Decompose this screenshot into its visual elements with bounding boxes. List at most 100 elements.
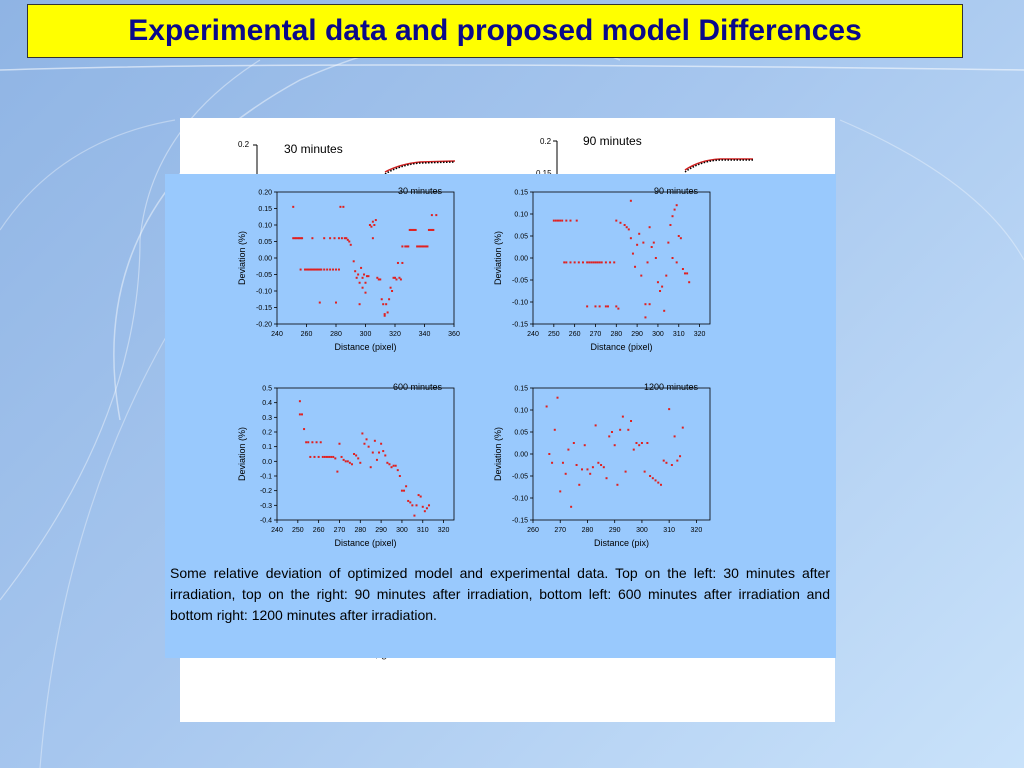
y-tick-label: 0.10 (258, 223, 272, 230)
data-point (311, 237, 314, 240)
data-point (644, 316, 647, 319)
chart-svg: 240 250 260 270 280 290 300 310 320 -0.15 -0.10 -0.… (493, 186, 711, 352)
data-point (350, 463, 353, 466)
data-point (364, 291, 367, 294)
y-tick-label: 0.5 (262, 386, 272, 393)
data-point (644, 303, 647, 306)
data-point (373, 439, 376, 442)
chart-title: 600 minutes (393, 382, 443, 392)
chart-30-minutes: 240 260 280 300 320 340 360 -0.20 -0.15 -0.10 -0.0… (235, 184, 465, 359)
data-point (596, 261, 599, 264)
data-point (385, 303, 388, 306)
data-point (572, 442, 575, 444)
data-point (688, 281, 691, 284)
chart-svg: 240 250 260 270 280 290 300 310 320 -0.4 -0.3 -0.2 -… (237, 382, 455, 548)
data-point (661, 285, 664, 288)
data-point (357, 457, 360, 460)
x-tick-label: 340 (419, 331, 431, 338)
data-point (567, 448, 570, 451)
data-point (667, 241, 670, 244)
data-point (619, 428, 622, 431)
data-point (421, 505, 424, 508)
data-point (559, 219, 562, 222)
data-point (665, 274, 668, 277)
y-tick-label: -0.15 (512, 518, 528, 525)
y-tick-label: 0.0 (262, 459, 272, 466)
data-point (676, 459, 679, 462)
data-point (565, 261, 568, 264)
x-axis-label: Distance (pix) (594, 538, 649, 548)
data-point (594, 424, 597, 427)
x-axis-label: Distance (pixel) (334, 538, 396, 548)
x-tick-label: 290 (609, 527, 621, 534)
x-tick-label: 280 (582, 527, 594, 534)
data-point (673, 208, 676, 211)
y-tick-label: -0.2 (260, 488, 272, 495)
x-tick-label: 280 (610, 331, 622, 338)
y-tick-label: 0.05 (514, 234, 528, 241)
y-axis-label: Deviation (%) (493, 231, 503, 285)
data-point (311, 268, 314, 271)
data-point (344, 460, 347, 463)
data-point (358, 281, 361, 284)
data-point (292, 205, 295, 208)
data-point (602, 466, 605, 469)
data-point (640, 442, 643, 444)
data-point (428, 504, 431, 507)
data-point (308, 268, 311, 271)
data-point (401, 245, 404, 248)
data-point (419, 495, 422, 498)
data-point (414, 228, 417, 231)
data-point (298, 413, 301, 416)
data-point (328, 455, 331, 458)
plot-frame (276, 387, 455, 521)
data-point (392, 276, 395, 279)
y-tick-label: -0.05 (512, 474, 528, 481)
data-point (315, 441, 318, 444)
data-point (432, 228, 435, 231)
data-point (392, 464, 395, 467)
y-tick-label: 0.00 (258, 256, 272, 263)
data-point (610, 431, 613, 433)
data-point (352, 260, 355, 263)
data-point (634, 265, 637, 268)
data-point (361, 276, 364, 279)
data-point (592, 261, 595, 264)
data-point (556, 396, 559, 399)
x-tick-label: 320 (389, 331, 401, 338)
data-point (382, 450, 385, 453)
data-point (368, 224, 371, 226)
y-tick-label: -0.15 (256, 305, 272, 312)
data-point (355, 276, 358, 279)
data-point (386, 311, 389, 314)
data-point (569, 261, 572, 264)
data-point (654, 479, 657, 482)
data-point (340, 455, 343, 458)
data-point (627, 228, 630, 231)
data-point (435, 214, 438, 217)
data-point (561, 461, 564, 464)
data-point (659, 290, 662, 292)
x-tick-label: 290 (631, 331, 643, 338)
data-point (380, 298, 383, 301)
data-point (609, 261, 612, 264)
data-point (679, 455, 682, 458)
y-tick-label: 0.10 (514, 408, 528, 415)
x-tick-label: 260 (527, 527, 539, 534)
data-point (349, 243, 352, 246)
data-point (364, 281, 367, 284)
data-point (314, 268, 317, 271)
data-point (391, 290, 394, 292)
x-tick-label: 300 (396, 527, 408, 534)
data-point (600, 464, 603, 466)
data-point (365, 438, 368, 441)
y-tick-label: -0.10 (512, 496, 528, 503)
y-tick-label: -0.05 (256, 272, 272, 279)
data-point (389, 286, 392, 289)
data-point (292, 237, 295, 240)
data-point (675, 261, 678, 264)
y-axis-label: Deviation (%) (493, 427, 503, 481)
data-point (379, 278, 382, 281)
data-point (613, 261, 616, 264)
data-point (346, 238, 349, 241)
